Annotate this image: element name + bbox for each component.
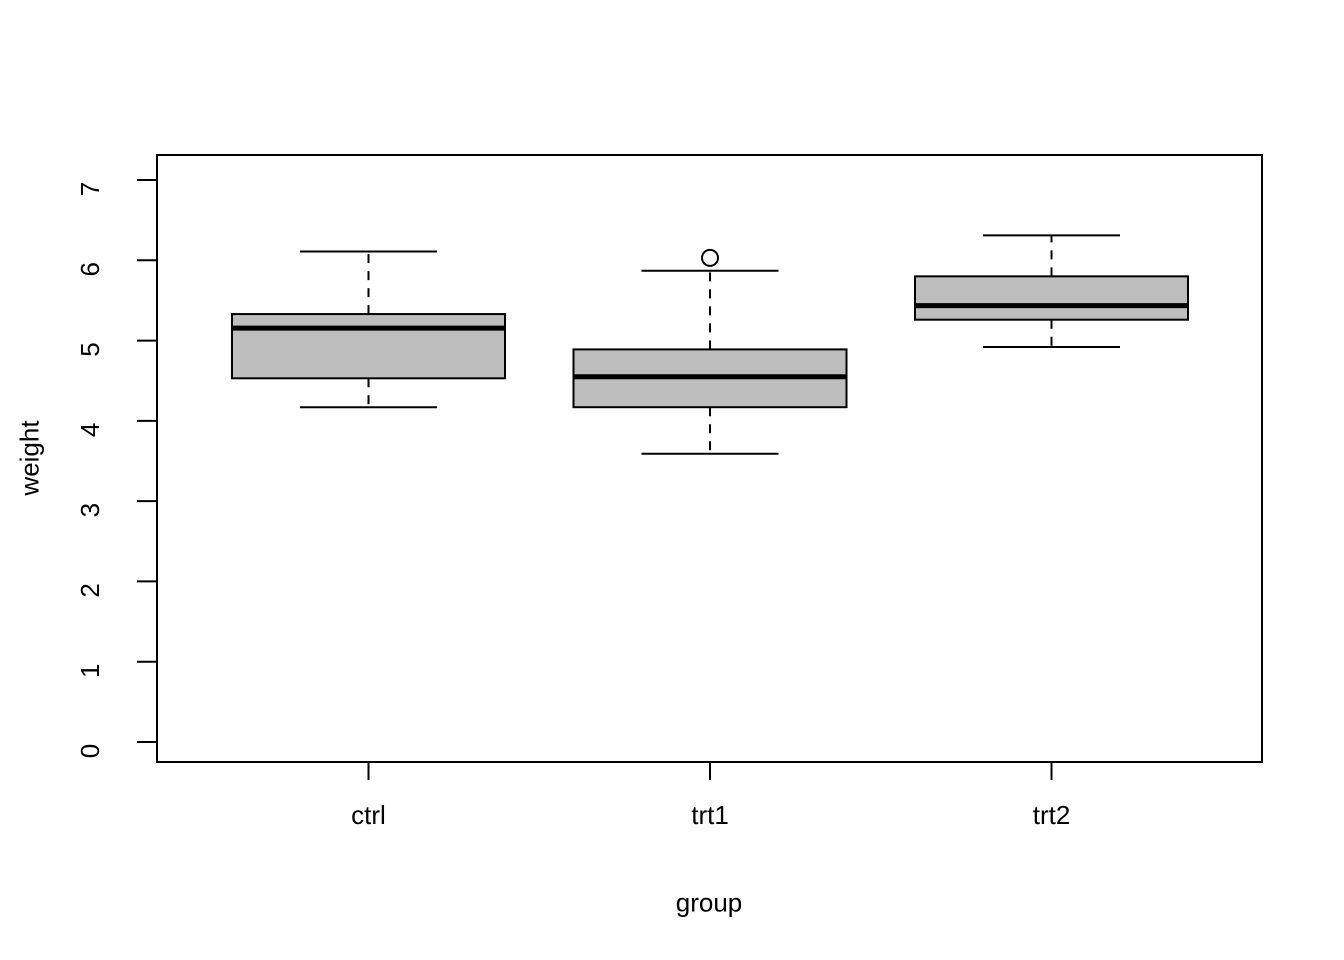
box-trt2	[914, 275, 1189, 321]
x-tick-label-ctrl: ctrl	[351, 800, 386, 830]
y-tick-label: 5	[75, 342, 105, 356]
outlier-point-trt1	[701, 248, 719, 267]
y-tick-label: 3	[75, 503, 105, 517]
x-tick-label-trt2: trt2	[1033, 800, 1071, 830]
y-tick-label: 0	[75, 744, 105, 758]
y-tick-label: 6	[75, 262, 105, 276]
x-tick-label-trt1: trt1	[691, 800, 729, 830]
box-ctrl	[231, 313, 506, 380]
y-axis-title: weight	[14, 420, 45, 496]
y-tick-label: 2	[75, 583, 105, 597]
y-tick-label: 1	[75, 663, 105, 677]
y-tick-label: 4	[75, 423, 105, 437]
y-tick-label: 7	[75, 182, 105, 196]
plot-frame	[156, 154, 1263, 763]
x-axis-title: group	[675, 887, 743, 918]
